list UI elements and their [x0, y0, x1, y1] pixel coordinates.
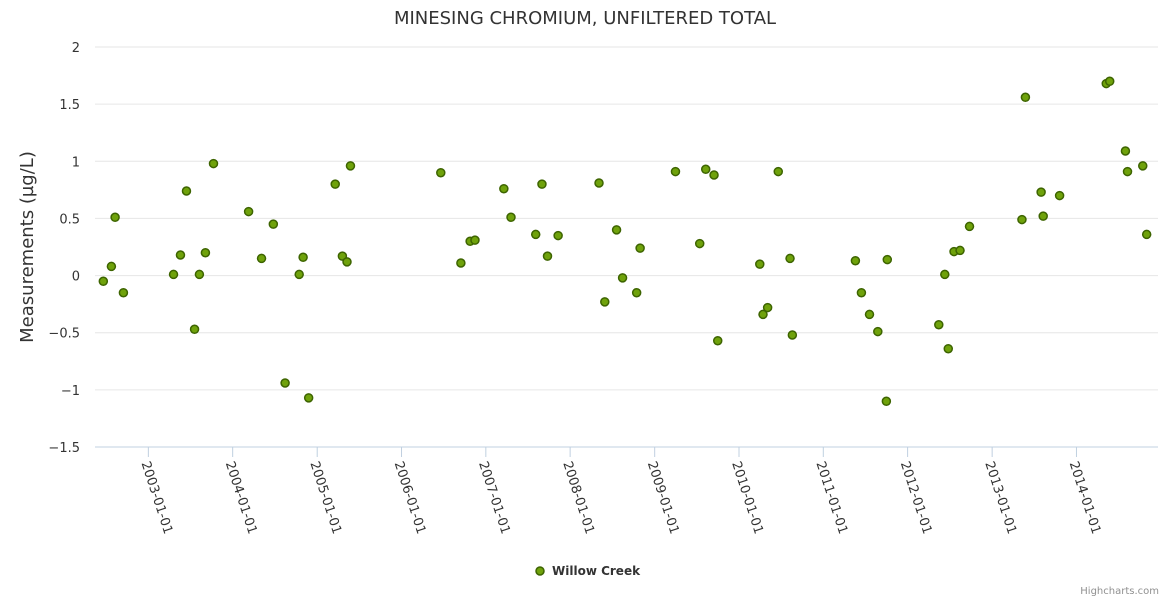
data-point[interactable] — [330, 179, 340, 189]
data-point[interactable] — [189, 324, 200, 335]
legend[interactable]: Willow Creek — [535, 564, 641, 578]
data-point[interactable] — [294, 269, 304, 280]
y-axis-ticks: −1.5 −1 −0.5 0 0.5 1 1.5 2 — [48, 41, 80, 456]
data-point[interactable] — [243, 206, 254, 217]
data-point[interactable] — [200, 247, 211, 258]
data-point[interactable] — [342, 257, 352, 267]
data-point[interactable] — [181, 186, 192, 196]
data-point[interactable] — [850, 255, 861, 266]
data-point[interactable] — [856, 287, 867, 298]
data-point[interactable] — [303, 393, 314, 403]
data-point[interactable] — [470, 235, 480, 245]
data-point[interactable] — [611, 225, 622, 235]
data-point[interactable] — [617, 273, 628, 283]
data-point[interactable] — [530, 229, 541, 240]
data-point[interactable] — [785, 253, 795, 264]
y-tick-label: −0.5 — [48, 327, 80, 342]
grid-lines — [95, 46, 1158, 448]
data-point[interactable] — [456, 258, 466, 268]
y-tick-label: 1.5 — [59, 98, 80, 113]
data-point[interactable] — [506, 212, 516, 223]
data-point[interactable] — [542, 251, 553, 261]
data-point[interactable] — [106, 261, 117, 272]
data-point[interactable] — [635, 243, 645, 253]
data-point[interactable] — [98, 276, 109, 287]
data-point[interactable] — [1017, 214, 1027, 225]
data-point[interactable] — [964, 221, 975, 232]
data-point[interactable] — [537, 179, 547, 189]
data-point[interactable] — [762, 302, 773, 313]
data-point[interactable] — [1038, 211, 1048, 221]
data-point[interactable] — [934, 319, 944, 330]
y-tick-label: −1.5 — [48, 441, 80, 456]
data-point[interactable] — [1104, 76, 1115, 87]
y-tick-label: 1 — [72, 155, 80, 170]
data-point[interactable] — [1036, 187, 1046, 197]
data-point[interactable] — [943, 343, 954, 354]
data-point[interactable] — [873, 326, 883, 337]
data-point[interactable] — [208, 158, 219, 169]
chart-title: MINESING CHROMIUM, UNFILTERED TOTAL — [394, 8, 776, 29]
data-points — [98, 76, 1152, 407]
data-point[interactable] — [940, 269, 950, 280]
data-point[interactable] — [499, 183, 509, 194]
data-point[interactable] — [1141, 229, 1152, 240]
data-point[interactable] — [1020, 92, 1031, 103]
data-point[interactable] — [882, 254, 893, 265]
data-point[interactable] — [168, 269, 179, 280]
data-point[interactable] — [175, 250, 186, 260]
data-point[interactable] — [694, 238, 705, 249]
data-point[interactable] — [787, 330, 798, 340]
data-point[interactable] — [118, 287, 129, 298]
data-point[interactable] — [670, 166, 681, 177]
y-tick-label: 0 — [72, 270, 80, 285]
data-point[interactable] — [864, 309, 875, 320]
data-point[interactable] — [755, 259, 765, 269]
data-point[interactable] — [280, 378, 290, 388]
data-point[interactable] — [1138, 161, 1148, 171]
data-point[interactable] — [631, 287, 642, 298]
y-tick-label: 0.5 — [59, 212, 80, 227]
data-point[interactable] — [1122, 166, 1133, 177]
data-point[interactable] — [553, 230, 563, 241]
data-point[interactable] — [298, 252, 308, 263]
legend-marker — [535, 566, 545, 576]
y-tick-label: −1 — [61, 384, 80, 399]
legend-label[interactable]: Willow Creek — [552, 564, 641, 578]
data-point[interactable] — [256, 253, 267, 264]
data-point[interactable] — [955, 245, 965, 256]
data-point[interactable] — [110, 212, 120, 223]
data-point[interactable] — [881, 396, 892, 407]
data-point[interactable] — [709, 170, 719, 180]
data-point[interactable] — [194, 269, 205, 280]
credits-link[interactable]: Highcharts.com — [1080, 586, 1159, 597]
data-point[interactable] — [600, 297, 610, 307]
data-point[interactable] — [436, 167, 446, 178]
data-point[interactable] — [700, 164, 711, 175]
data-point[interactable] — [345, 161, 356, 171]
data-point[interactable] — [758, 309, 768, 320]
data-point[interactable] — [268, 219, 279, 229]
data-point[interactable] — [594, 178, 604, 188]
data-point[interactable] — [773, 166, 784, 177]
data-point[interactable] — [1054, 190, 1065, 201]
data-point[interactable] — [712, 335, 723, 346]
y-axis-label: Measurements (µg/L) — [17, 151, 38, 343]
data-point[interactable] — [1120, 146, 1131, 156]
y-tick-label: 2 — [72, 41, 80, 56]
